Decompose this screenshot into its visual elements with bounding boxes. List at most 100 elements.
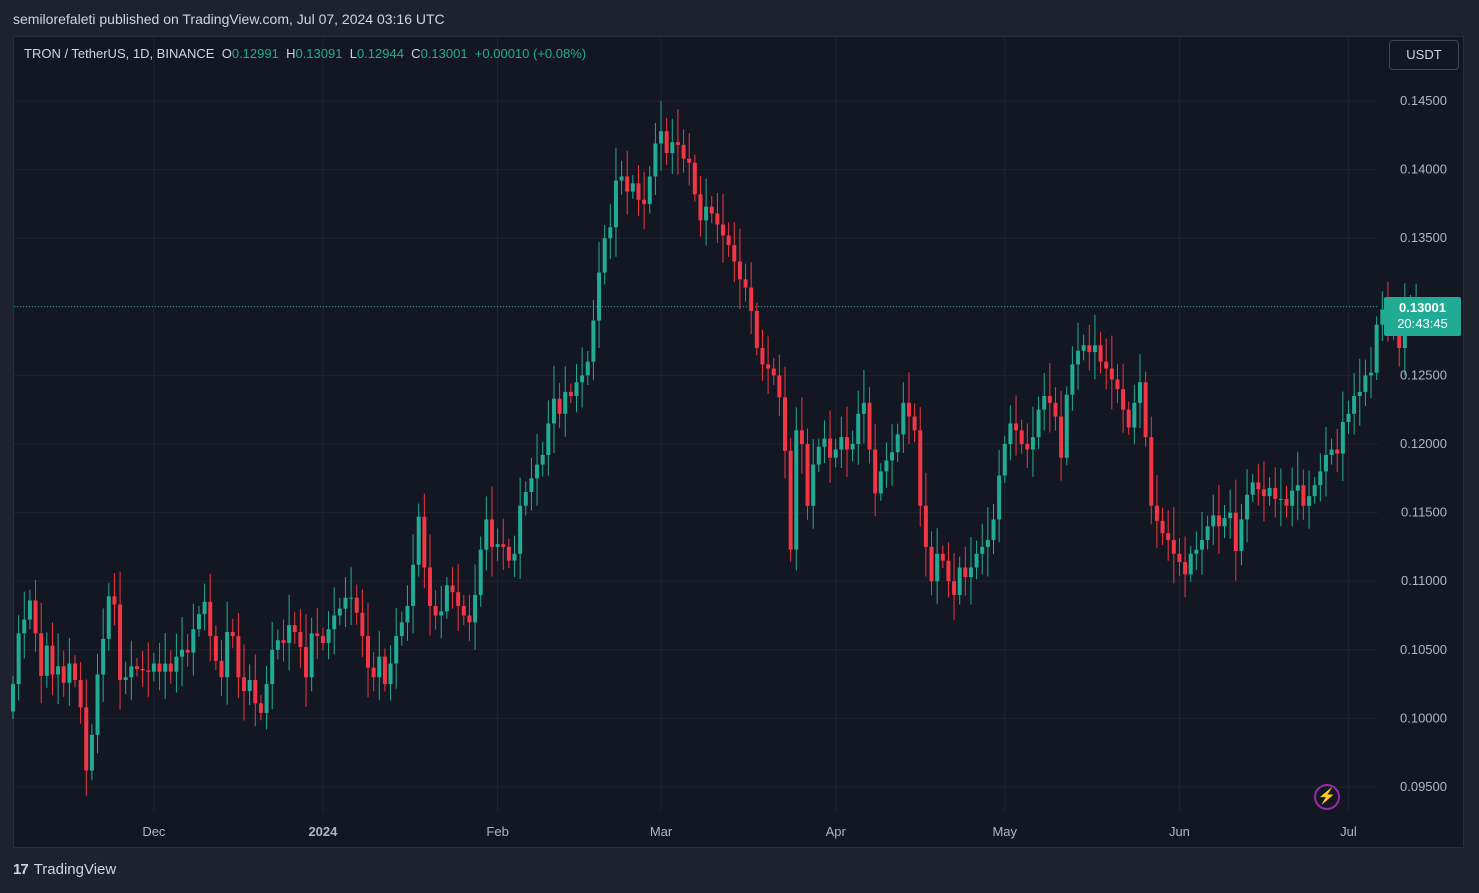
candle xyxy=(174,633,179,693)
candle xyxy=(630,175,635,199)
candle xyxy=(861,369,866,444)
candle xyxy=(1115,363,1120,404)
price-tick-label: 0.14000 xyxy=(1400,162,1447,177)
candle xyxy=(952,553,957,621)
candle xyxy=(123,661,128,695)
candle-body xyxy=(50,645,55,675)
candle-body xyxy=(580,375,585,383)
candle-body xyxy=(726,235,731,246)
candle-body xyxy=(337,608,342,616)
candle-body xyxy=(292,625,297,632)
candle xyxy=(946,542,951,598)
candle-body xyxy=(1374,324,1379,373)
candle xyxy=(698,176,703,237)
price-axis: 0.145000.140000.135000.130000.125000.120… xyxy=(1400,93,1447,794)
chart-grid xyxy=(14,37,1378,812)
candle-body xyxy=(619,176,624,181)
lightning-icon[interactable]: ⚡ xyxy=(1314,784,1340,810)
candle-body xyxy=(512,553,517,561)
candle xyxy=(535,434,540,506)
candle-body xyxy=(1307,496,1312,506)
candle xyxy=(1188,545,1193,582)
candle xyxy=(805,428,810,520)
symbol-legend: TRON / TetherUS, 1D, BINANCE O0.12991 H0… xyxy=(24,46,586,61)
candle-body xyxy=(721,224,726,236)
candle-body xyxy=(1205,526,1210,541)
candle-body xyxy=(1318,471,1323,486)
candle xyxy=(1278,468,1283,527)
candle-body xyxy=(1098,345,1103,362)
legend-symbol[interactable]: TRON / TetherUS, 1D, BINANCE xyxy=(24,46,215,61)
currency-button[interactable]: USDT xyxy=(1389,40,1459,70)
last-price-value: 0.13001 xyxy=(1399,300,1446,315)
candle-body xyxy=(1025,444,1030,450)
candle xyxy=(489,486,494,577)
candle-body xyxy=(1329,449,1334,455)
candle xyxy=(844,406,849,477)
candle-body xyxy=(1143,382,1148,438)
candle xyxy=(546,400,551,476)
candle-body xyxy=(1284,498,1289,506)
candle xyxy=(1042,372,1047,431)
candle-body xyxy=(1132,402,1137,428)
legend-change: +0.00010 (+0.08%) xyxy=(474,46,587,61)
candle xyxy=(850,430,855,462)
candle-body xyxy=(405,605,410,623)
candle-body xyxy=(873,449,878,494)
candle-body xyxy=(219,660,224,678)
candle xyxy=(1154,475,1159,549)
candle-body xyxy=(467,615,472,623)
candle xyxy=(788,437,793,562)
candle xyxy=(495,528,500,561)
candle-body xyxy=(749,287,754,311)
candle-body xyxy=(1149,437,1154,506)
candle-body xyxy=(754,310,759,348)
candle-body xyxy=(952,581,957,595)
candle-body xyxy=(918,430,923,506)
time-tick-label: Apr xyxy=(826,824,847,839)
candle xyxy=(27,589,32,630)
candle-body xyxy=(1369,372,1374,376)
price-tick-label: 0.11000 xyxy=(1401,573,1447,588)
candle xyxy=(675,109,680,175)
candle-body xyxy=(84,707,89,771)
candle xyxy=(1070,346,1075,411)
published-by-line: semilorefaleti published on TradingView.… xyxy=(13,11,445,27)
candle xyxy=(1008,405,1013,461)
candle-body xyxy=(118,604,123,680)
candle-body xyxy=(433,605,438,616)
candle-body xyxy=(309,633,314,678)
candle-body xyxy=(653,143,658,177)
candle xyxy=(828,410,833,483)
candle-body xyxy=(585,361,590,376)
legend-low-label: L xyxy=(349,46,357,61)
candle xyxy=(264,665,269,730)
candle-body xyxy=(1188,553,1193,575)
tradingview-brand[interactable]: 17 TradingView xyxy=(13,861,116,878)
candle-body xyxy=(523,492,528,506)
candle-body xyxy=(253,679,258,704)
candle xyxy=(1036,396,1041,449)
candle-body xyxy=(715,213,720,225)
candle xyxy=(1053,387,1058,431)
candle xyxy=(692,154,697,202)
candle-body xyxy=(213,636,218,661)
candle xyxy=(957,556,962,605)
candle xyxy=(1138,354,1142,429)
candle xyxy=(191,603,196,676)
candle xyxy=(140,650,145,687)
candle xyxy=(61,650,66,697)
candle xyxy=(309,617,314,692)
candle xyxy=(985,507,990,577)
candle xyxy=(1363,359,1368,406)
candle xyxy=(923,472,928,577)
candle xyxy=(298,608,303,668)
candle-body xyxy=(687,158,692,163)
candle-body xyxy=(895,434,900,453)
candle xyxy=(1284,485,1289,518)
candle-body xyxy=(737,261,742,280)
candle xyxy=(591,299,596,381)
candle xyxy=(337,597,342,626)
candle-body xyxy=(304,647,309,678)
